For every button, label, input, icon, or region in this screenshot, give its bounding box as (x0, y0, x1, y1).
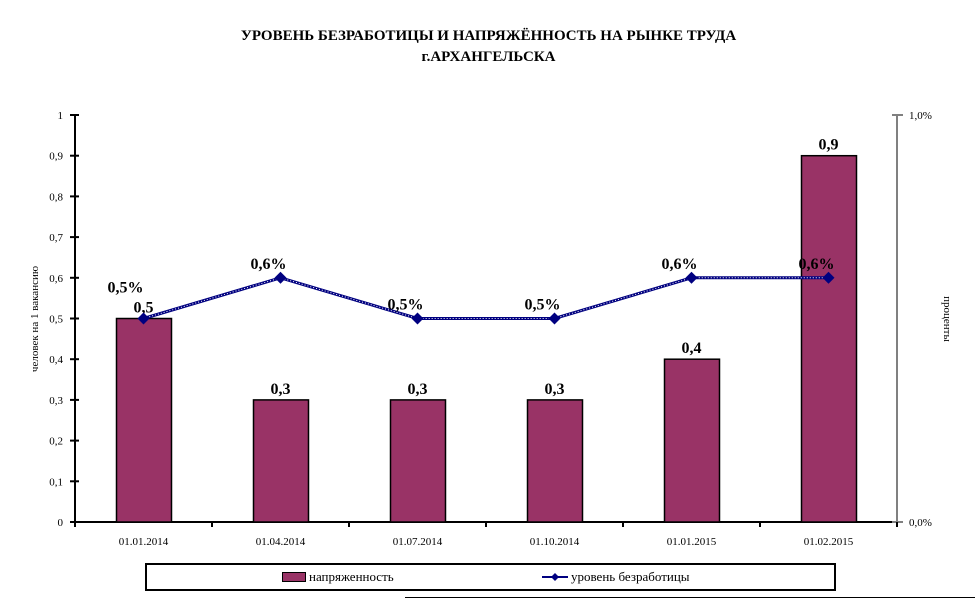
line-data-label: 0,5% (388, 297, 424, 314)
bar-data-label: 0,5 (134, 300, 154, 317)
legend-item-line: уровень безработицы (542, 569, 690, 585)
y-tick-label: 0,1 (49, 476, 63, 488)
bar-data-label: 0,3 (271, 381, 291, 398)
x-tick-label: 01.04.2014 (256, 536, 306, 548)
legend: напряженность уровень безработицы (145, 563, 836, 591)
line-data-label: 0,5% (108, 280, 144, 297)
unemployment-line (143, 276, 829, 320)
legend-label-bar: напряженность (309, 569, 394, 584)
x-tick-label: 01.02.2015 (804, 536, 854, 548)
y-tick-label: 0,4 (49, 354, 63, 366)
y-axis-label: человек на 1 вакансию (29, 266, 41, 372)
y2-tick-label: 0,0% (909, 517, 932, 529)
line-point (548, 312, 561, 325)
bar (526, 399, 584, 523)
y-tick-label: 0,7 (49, 232, 63, 244)
line-point (411, 312, 424, 325)
title-line-2: г.АРХАНГЕЛЬСКА (421, 49, 556, 65)
bar (800, 154, 858, 523)
bar (389, 399, 447, 523)
line-point (685, 271, 698, 284)
x-tick-label: 01.01.2014 (119, 536, 169, 548)
line-data-label: 0,6% (662, 256, 698, 273)
bar-data-label: 0,4 (682, 340, 702, 357)
y2-tick-label: 1,0% (909, 110, 932, 122)
y-tick-label: 0 (58, 517, 64, 529)
chart-title: УРОВЕНЬ БЕЗРАБОТИЦЫ И НАПРЯЖЁННОСТЬ НА Р… (0, 26, 977, 68)
legend-label-line: уровень безработицы (571, 569, 690, 584)
legend-swatch-line (542, 573, 568, 581)
y-tick-label: 0,8 (49, 191, 63, 203)
x-tick-label: 01.10.2014 (530, 536, 580, 548)
legend-item-bar: напряженность (282, 569, 394, 585)
line-data-label: 0,6% (799, 256, 835, 273)
line-point (137, 312, 150, 325)
line-data-label: 0,6% (251, 256, 287, 273)
bar-data-label: 0,3 (408, 381, 428, 398)
bar (252, 399, 310, 523)
bar (115, 317, 173, 523)
bar-data-label: 0,3 (545, 381, 565, 398)
y-tick-label: 0,3 (49, 395, 63, 407)
line-data-label: 0,5% (525, 297, 561, 314)
bar (663, 358, 721, 523)
y-tick-label: 0,5 (49, 314, 63, 326)
x-tick-label: 01.07.2014 (393, 536, 443, 548)
line-point (822, 271, 835, 284)
x-tick-label: 01.01.2015 (667, 536, 717, 548)
y-tick-label: 0,9 (49, 151, 63, 163)
title-line-1: УРОВЕНЬ БЕЗРАБОТИЦЫ И НАПРЯЖЁННОСТЬ НА Р… (240, 28, 737, 44)
y-tick-label: 1 (58, 110, 64, 122)
y-tick-label: 0,6 (49, 273, 63, 285)
unemployment-line-pattern (143, 277, 829, 319)
bar-data-label: 0,9 (819, 137, 839, 154)
divider-line (405, 597, 975, 598)
y2-axis-label: проценты (941, 296, 953, 342)
y-tick-label: 0,2 (49, 436, 63, 448)
legend-swatch-bar (282, 572, 306, 582)
line-point (274, 271, 287, 284)
